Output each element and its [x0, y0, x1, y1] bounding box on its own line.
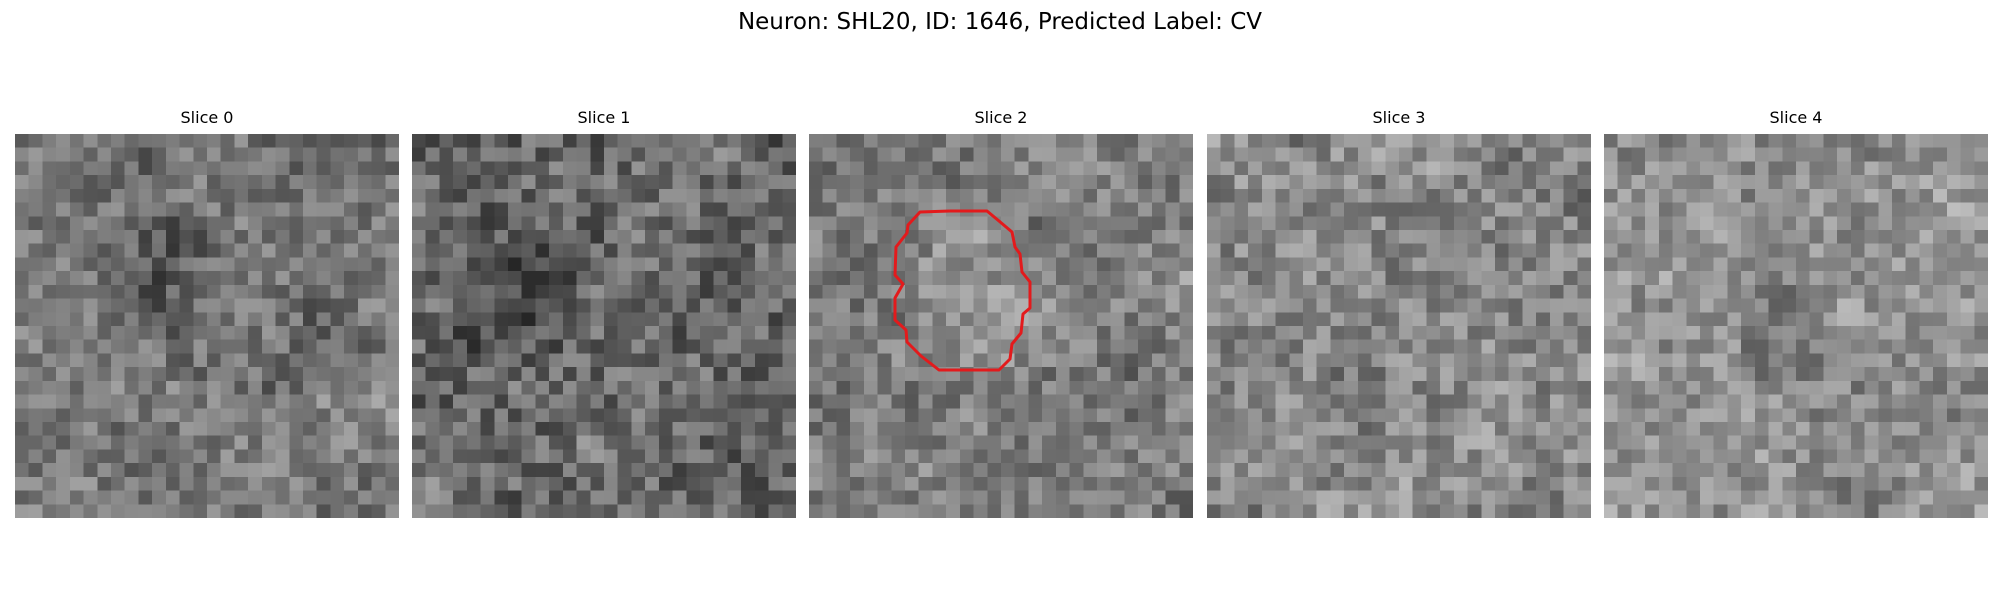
slice-title-0: Slice 0	[180, 108, 234, 127]
slice-image-0	[15, 134, 399, 518]
slice-title-2: Slice 2	[974, 108, 1028, 127]
slice-title-4: Slice 4	[1769, 108, 1823, 127]
slice-image-2	[809, 134, 1193, 518]
slice-panel-0: Slice 0	[15, 108, 399, 518]
figure-title: Neuron: SHL20, ID: 1646, Predicted Label…	[737, 9, 1263, 35]
slice-title-1: Slice 1	[577, 108, 631, 127]
slice-image-4	[1604, 134, 1988, 518]
slice-image-3	[1207, 134, 1591, 518]
slice-panel-3: Slice 3	[1207, 108, 1591, 518]
slice-panel-2: Slice 2	[809, 108, 1193, 518]
slice-image-1	[412, 134, 796, 518]
slice-panel-4: Slice 4	[1604, 108, 1988, 518]
slice-title-3: Slice 3	[1372, 108, 1426, 127]
slice-panel-1: Slice 1	[412, 108, 796, 518]
